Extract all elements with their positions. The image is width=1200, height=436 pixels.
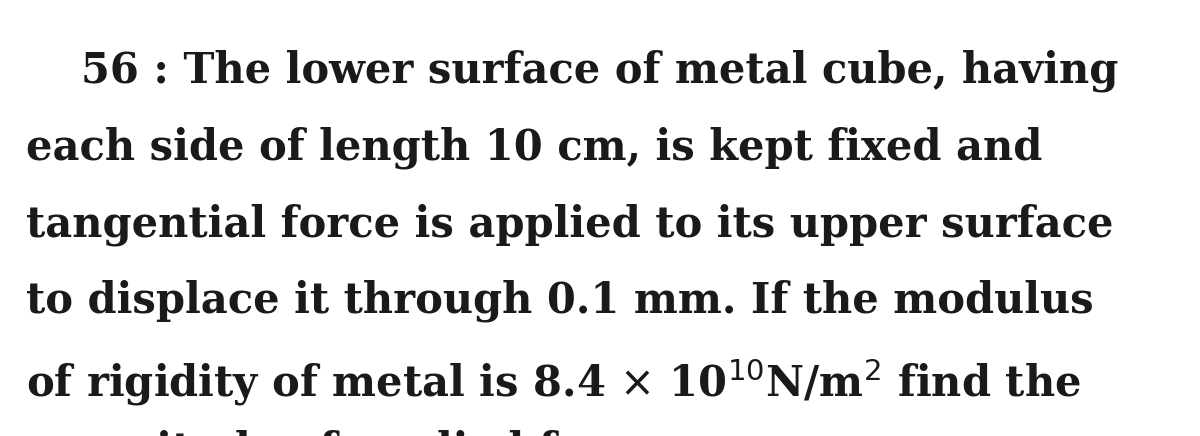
Text: to displace it through 0.1 mm. If the modulus: to displace it through 0.1 mm. If the mo… <box>26 280 1093 323</box>
Text: magnitude of applied force.: magnitude of applied force. <box>26 429 673 436</box>
Text: 56 : The lower surface of metal cube, having: 56 : The lower surface of metal cube, ha… <box>82 49 1118 92</box>
Text: tangential force is applied to its upper surface: tangential force is applied to its upper… <box>26 203 1114 245</box>
Text: each side of length 10 cm, is kept fixed and: each side of length 10 cm, is kept fixed… <box>26 126 1043 169</box>
Text: of rigidity of metal is 8.4 $\times$ 10$^{10}$N/m$^{2}$ find the: of rigidity of metal is 8.4 $\times$ 10$… <box>26 357 1081 409</box>
